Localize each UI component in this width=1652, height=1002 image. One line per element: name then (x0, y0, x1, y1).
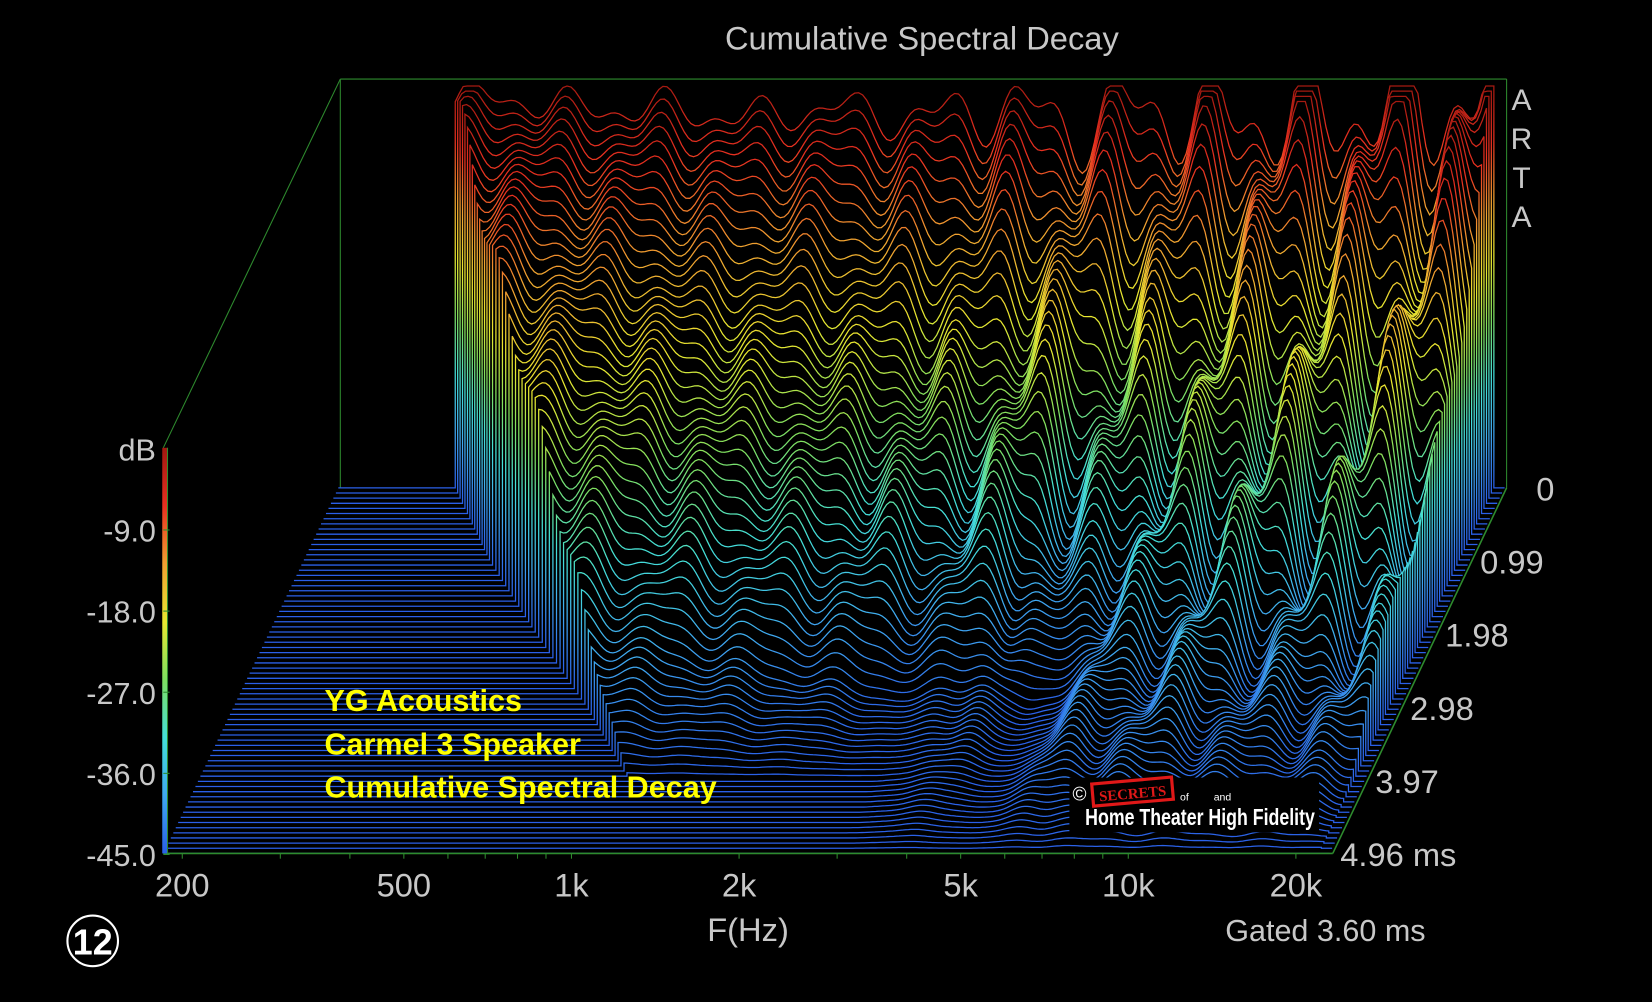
x-tick-label: 2k (722, 867, 757, 904)
x-axis-label: F(Hz) (707, 911, 789, 948)
logo-copyright: © (1073, 785, 1087, 806)
axis-line (162, 78, 341, 449)
y-tick-label: -18.0 (86, 596, 156, 630)
colorbar (162, 447, 168, 854)
annotation-brand: YG Acoustics (325, 684, 522, 718)
gating-note: Gated 3.60 ms (1225, 914, 1425, 948)
annotation-type: Cumulative Spectral Decay (325, 771, 717, 805)
figure-number: 12 (73, 923, 113, 963)
tick-labels: 200 500 1k 2k 5k 10k 20k -9.0 -18.0 -27.0 -36.0 -45… (86, 470, 1554, 903)
y-tick-label: -36.0 (86, 758, 156, 792)
y-tick-label: -27.0 (86, 677, 156, 711)
x-tick-label: 1k (554, 867, 589, 904)
chart-title: Cumulative Spectral Decay (725, 20, 1120, 57)
y-axis-label: dB (119, 433, 156, 467)
logo-of: of (1180, 792, 1189, 804)
logo-and: and (1214, 792, 1232, 804)
figure-number-badge: 12 (66, 914, 120, 968)
x-tick-label: 5k (943, 867, 978, 904)
decay-slice (170, 829, 1338, 839)
logo-name: Home Theater High Fidelity (1085, 804, 1315, 830)
time-tick-label: 1.98 (1445, 617, 1509, 654)
x-tick-label: 10k (1102, 867, 1155, 904)
time-tick-label: 0 (1536, 470, 1554, 507)
decay-slice (168, 837, 1335, 844)
logo-brand: SECRETS (1099, 784, 1167, 806)
arta-mark: ARTA (1505, 84, 1538, 240)
annotation-model: Carmel 3 Speaker (325, 727, 582, 761)
time-axis-line (1332, 487, 1508, 854)
time-tick-label: 0.99 (1480, 544, 1544, 581)
axes-overlay (162, 447, 1508, 859)
x-tick-label: 200 (155, 867, 210, 904)
secrets-logo: © SECRETS of and Home Theater High Fidel… (1069, 775, 1320, 833)
decay-slice (165, 844, 1333, 849)
x-tick-label: 500 (377, 867, 432, 904)
time-tick-label: 2.98 (1410, 690, 1474, 727)
x-tick-label: 20k (1270, 867, 1323, 904)
y-tick-label: -9.0 (103, 515, 156, 549)
y-tick-label: -45.0 (86, 839, 156, 873)
decay-slices (163, 85, 1505, 855)
axes-frame (162, 78, 1508, 488)
time-tick-label: 4.96 ms (1340, 836, 1456, 873)
time-tick-label: 3.97 (1375, 763, 1439, 800)
